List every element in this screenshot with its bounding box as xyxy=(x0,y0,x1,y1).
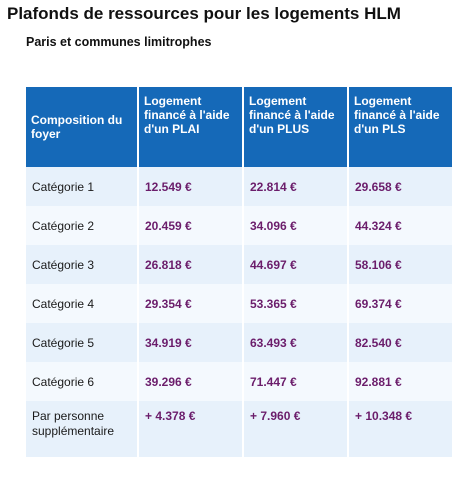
resource-ceilings-table-wrapper: Composition du foyer Logement financé à … xyxy=(26,87,452,457)
header-plai: Logement financé à l'aide d'un PLAI xyxy=(138,87,244,167)
table-header-row: Composition du foyer Logement financé à … xyxy=(26,87,452,167)
category-label: Catégorie 2 xyxy=(26,206,139,245)
table-row: Catégorie 2 20.459 € 34.096 € 44.324 € xyxy=(26,206,452,245)
pls-value: 58.106 € xyxy=(348,245,452,284)
table-row: Catégorie 6 39.296 € 71.447 € 92.881 € xyxy=(26,362,452,401)
plai-value: 20.459 € xyxy=(138,206,244,245)
page-title: Plafonds de ressources pour les logement… xyxy=(7,4,401,23)
category-label: Catégorie 1 xyxy=(26,167,139,206)
category-label: Catégorie 3 xyxy=(26,245,139,284)
category-label: Catégorie 5 xyxy=(26,323,139,362)
plus-value: 44.697 € xyxy=(243,245,349,284)
plus-value: 53.365 € xyxy=(243,284,349,323)
table-row: Catégorie 1 12.549 € 22.814 € 29.658 € xyxy=(26,167,452,206)
table-row: Par personne supplémentaire + 4.378 € + … xyxy=(26,401,452,457)
plus-value: 34.096 € xyxy=(243,206,349,245)
plai-value: 34.919 € xyxy=(138,323,244,362)
category-label: Catégorie 6 xyxy=(26,362,139,401)
plai-value: 26.818 € xyxy=(138,245,244,284)
plus-value: 63.493 € xyxy=(243,323,349,362)
page-subtitle: Paris et communes limitrophes xyxy=(26,35,212,49)
pls-value: 92.881 € xyxy=(348,362,452,401)
pls-value: 69.374 € xyxy=(348,284,452,323)
plai-value: + 4.378 € xyxy=(138,401,244,457)
header-pls: Logement financé à l'aide d'un PLS xyxy=(348,87,452,167)
header-household-composition: Composition du foyer xyxy=(26,87,139,167)
plai-value: 39.296 € xyxy=(138,362,244,401)
pls-value: 44.324 € xyxy=(348,206,452,245)
plai-value: 12.549 € xyxy=(138,167,244,206)
table-row: Catégorie 5 34.919 € 63.493 € 82.540 € xyxy=(26,323,452,362)
table-body: Catégorie 1 12.549 € 22.814 € 29.658 € C… xyxy=(26,167,452,457)
plus-value: 71.447 € xyxy=(243,362,349,401)
plus-value: + 7.960 € xyxy=(243,401,349,457)
plus-value: 22.814 € xyxy=(243,167,349,206)
table-header: Composition du foyer Logement financé à … xyxy=(26,87,452,167)
header-plus: Logement financé à l'aide d'un PLUS xyxy=(243,87,349,167)
table-row: Catégorie 4 29.354 € 53.365 € 69.374 € xyxy=(26,284,452,323)
resource-ceilings-table: Composition du foyer Logement financé à … xyxy=(26,87,452,457)
category-label: Catégorie 4 xyxy=(26,284,139,323)
pls-value: 29.658 € xyxy=(348,167,452,206)
plai-value: 29.354 € xyxy=(138,284,244,323)
pls-value: + 10.348 € xyxy=(348,401,452,457)
table-row: Catégorie 3 26.818 € 44.697 € 58.106 € xyxy=(26,245,452,284)
category-label: Par personne supplémentaire xyxy=(26,401,139,457)
pls-value: 82.540 € xyxy=(348,323,452,362)
